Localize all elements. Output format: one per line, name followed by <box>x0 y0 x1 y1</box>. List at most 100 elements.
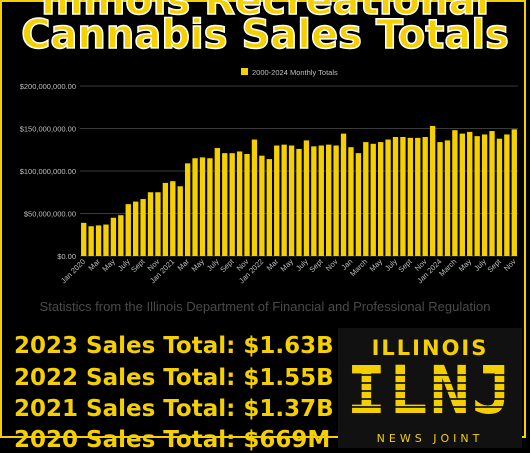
y-tick-label: $50,000,000.00 <box>24 210 76 219</box>
y-tick-label: $150,000,000.00 <box>20 125 76 134</box>
x-tick-label: Mar <box>176 257 192 273</box>
y-tick-label: $100,000,000.00 <box>20 167 76 176</box>
x-tick-label: July <box>294 257 310 273</box>
x-tick-label: Sept <box>218 256 236 274</box>
title-line-1: Illinois Recreational <box>40 0 490 25</box>
source-note: Statistics from the Illinois Department … <box>39 299 491 314</box>
bar <box>236 151 243 256</box>
bar <box>259 155 265 256</box>
x-tick-label: Mar <box>86 257 102 273</box>
x-tick-label: Jan 2020 <box>59 257 87 285</box>
x-tick-label: Sept <box>486 256 504 274</box>
x-tick-label: Sept <box>129 256 147 274</box>
bar <box>511 129 517 256</box>
x-tick-label: Sept <box>396 256 414 274</box>
frame-border <box>0 0 526 438</box>
bar <box>415 137 421 256</box>
bar <box>274 145 280 256</box>
bar <box>222 153 228 256</box>
x-tick-label: May <box>368 257 385 274</box>
logo-bottom-text: NEWS JOINT <box>376 432 484 445</box>
bar <box>207 158 213 256</box>
bar <box>88 226 94 256</box>
bar <box>489 131 495 256</box>
bar <box>170 181 176 256</box>
bar <box>348 147 354 256</box>
ilnj-logo: ILLINOIS ILNJ NEWS JOINT <box>338 328 522 448</box>
x-tick-label: Mar <box>265 257 281 273</box>
bar <box>340 133 347 256</box>
bar <box>385 139 391 256</box>
bar <box>140 199 146 256</box>
bar <box>81 222 87 256</box>
bar <box>147 192 154 256</box>
bar <box>370 143 376 256</box>
x-tick-label: May <box>100 257 117 274</box>
bar <box>496 138 503 256</box>
bar <box>318 145 324 256</box>
x-tick-label: July <box>205 257 221 273</box>
x-tick-label: Nov <box>502 257 518 273</box>
bar <box>363 142 369 256</box>
bar <box>162 182 169 256</box>
bar <box>452 130 458 256</box>
bar <box>303 140 310 256</box>
bar <box>110 217 117 256</box>
bar <box>377 142 384 256</box>
x-tick-label: March <box>348 257 369 278</box>
bar <box>133 201 139 256</box>
x-tick-label: Nov <box>324 257 340 273</box>
bar <box>467 131 473 256</box>
bar <box>95 225 102 256</box>
bar <box>474 136 480 256</box>
bar <box>400 137 406 256</box>
bar <box>288 145 295 256</box>
bar <box>192 158 198 256</box>
y-tick-label: $200,000,000.00 <box>20 82 76 91</box>
bar <box>326 144 332 256</box>
bar <box>118 215 124 256</box>
bar <box>444 140 451 256</box>
bar <box>407 137 414 256</box>
bar <box>103 224 109 256</box>
bar <box>266 159 272 256</box>
bar <box>481 134 488 256</box>
sales-bar-chart: $0.00 $50,000,000.00 $100,000,000.00 $150,0… <box>20 68 518 285</box>
x-tick-label: March <box>437 257 458 278</box>
bar <box>199 157 206 256</box>
bar <box>281 144 287 256</box>
bar <box>392 137 399 256</box>
bar <box>214 148 221 256</box>
total-2020: 2020 Sales Total: $669M <box>14 427 331 453</box>
bar <box>296 148 302 256</box>
bar <box>251 139 258 256</box>
x-tick-label: July <box>383 257 399 273</box>
total-2021: 2021 Sales Total: $1.37B <box>14 396 334 422</box>
logo-big-text: ILNJ <box>346 352 514 429</box>
total-2022: 2022 Sales Total: $1.55B <box>14 365 334 391</box>
logo-top-text: ILLINOIS <box>371 336 489 360</box>
bar <box>437 142 443 256</box>
bar <box>229 153 235 256</box>
bar <box>155 192 161 256</box>
x-tick-label: Sept <box>307 256 325 274</box>
y-tick-label: $0.00 <box>57 252 76 261</box>
x-tick-label: May <box>279 257 296 274</box>
bar <box>184 163 191 256</box>
title-line-2: Cannabis Sales Totals <box>20 11 509 59</box>
bar <box>333 145 339 256</box>
x-tick-label: July <box>116 257 132 273</box>
total-2023: 2023 Sales Total: $1.63B <box>14 333 334 359</box>
bar <box>244 154 250 256</box>
bar <box>311 146 317 256</box>
bar <box>429 125 436 256</box>
bar <box>355 153 362 256</box>
bar <box>422 137 428 256</box>
bar <box>125 204 131 256</box>
legend-label: 2000-2024 Monthly Totals <box>252 68 338 77</box>
bar <box>459 133 465 256</box>
x-tick-label: May <box>457 257 474 274</box>
legend-swatch <box>241 68 248 75</box>
bar <box>504 134 510 256</box>
bar <box>177 186 183 256</box>
